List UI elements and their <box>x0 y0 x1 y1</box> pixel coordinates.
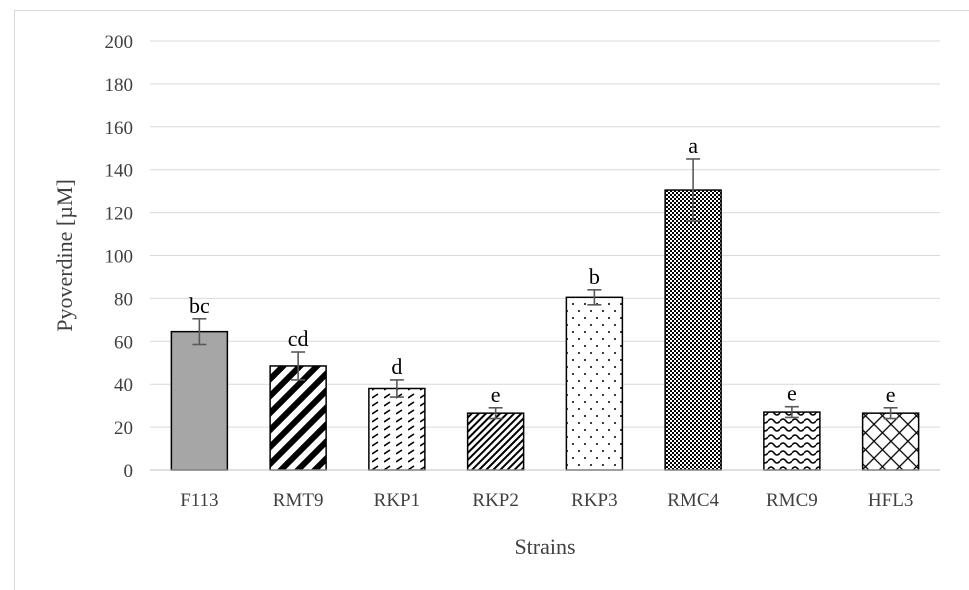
x-tick-label: RMT9 <box>273 490 324 511</box>
bar-hfl3 <box>861 412 920 471</box>
error-bar <box>192 317 207 346</box>
chart-frame <box>14 10 969 590</box>
significance-label: b <box>589 264 600 289</box>
x-tick-label: RKP3 <box>571 490 617 511</box>
significance-label: a <box>688 133 698 158</box>
significance-labels: bc cd d e b a e e <box>189 133 896 407</box>
bar-rkp1 <box>368 387 426 471</box>
error-bar <box>883 406 898 420</box>
bar-f113 <box>170 330 229 471</box>
bar-rkp2 <box>466 412 525 471</box>
x-axis-ticks: F113 RMT9 RKP1 RKP2 RKP3 RMC4 RMC9 HFL3 <box>180 490 913 511</box>
x-tick-label: RKP2 <box>472 490 518 511</box>
significance-label: e <box>787 381 797 406</box>
significance-label: bc <box>189 293 210 318</box>
y-tick-label: 120 <box>105 204 134 225</box>
y-tick-label: 40 <box>114 375 133 396</box>
x-tick-label: RMC4 <box>667 490 719 511</box>
x-axis-title: Strains <box>514 534 575 559</box>
error-bar <box>686 158 701 222</box>
significance-label: e <box>491 382 501 407</box>
y-tick-label: 0 <box>124 461 134 482</box>
bar-rmt9 <box>269 365 327 471</box>
error-bar <box>291 351 306 381</box>
y-tick-label: 180 <box>105 75 134 96</box>
y-tick-label: 60 <box>114 332 133 353</box>
significance-label: cd <box>288 326 309 351</box>
error-bar <box>389 379 404 398</box>
y-tick-label: 80 <box>114 289 133 310</box>
x-tick-label: F113 <box>180 490 218 511</box>
bars <box>170 189 920 471</box>
gridlines <box>150 40 940 428</box>
bar-rkp3 <box>565 296 624 471</box>
error-bar <box>587 289 602 306</box>
y-tick-label: 140 <box>105 161 134 182</box>
error-bar <box>488 406 503 420</box>
significance-label: e <box>886 382 896 407</box>
x-tick-label: RMC9 <box>766 490 818 511</box>
y-tick-label: 200 <box>105 32 134 53</box>
bar-rmc4 <box>664 189 722 471</box>
y-axis-ticks: 0 20 40 60 80 100 120 140 160 180 200 <box>105 32 134 482</box>
x-tick-label: RKP1 <box>374 490 420 511</box>
y-tick-label: 160 <box>105 118 134 139</box>
y-tick-label: 100 <box>105 247 134 268</box>
error-bars <box>192 158 898 420</box>
significance-label: d <box>391 354 402 379</box>
y-axis-title: Pyoverdine [µM] <box>52 179 77 332</box>
x-tick-label: HFL3 <box>868 490 913 511</box>
bar-rmc9 <box>763 411 821 471</box>
error-bar <box>784 405 799 419</box>
y-tick-label: 20 <box>114 418 133 439</box>
